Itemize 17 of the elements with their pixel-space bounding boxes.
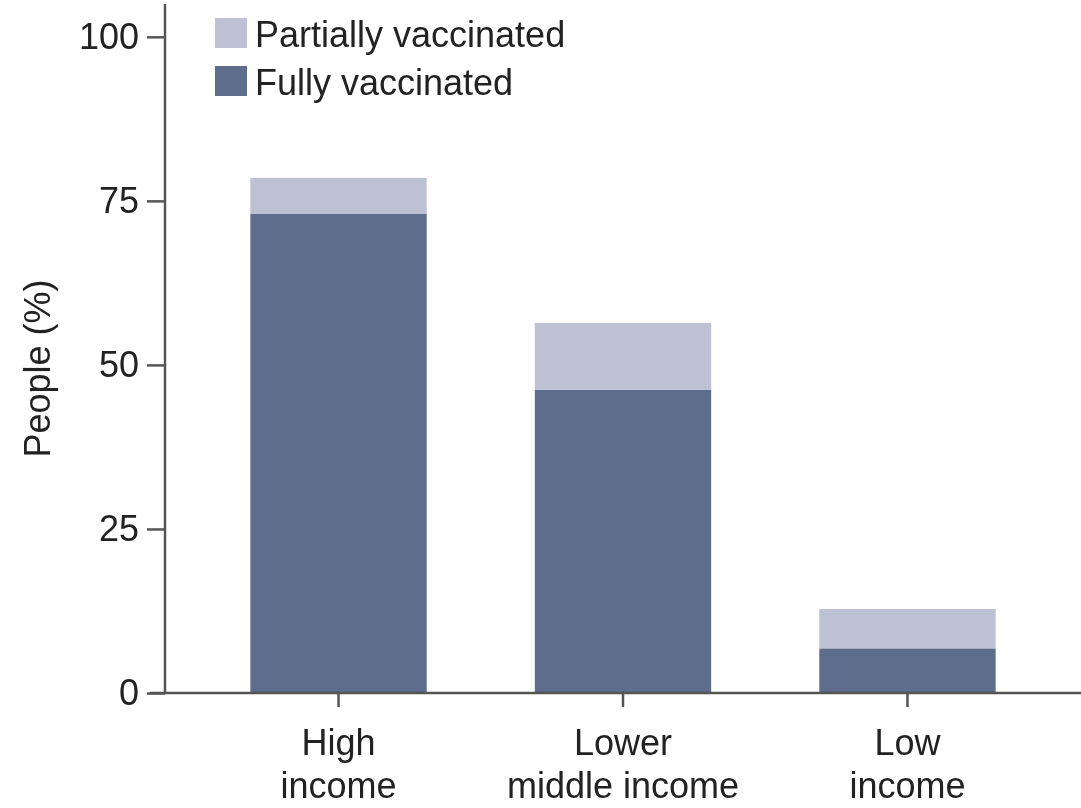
y-tick-label: 25 bbox=[98, 507, 139, 549]
bar bbox=[534, 322, 712, 390]
y-tick-label: 100 bbox=[78, 15, 139, 57]
y-tick-label: 50 bbox=[98, 343, 139, 385]
x-tick-label: High income bbox=[280, 722, 397, 806]
bar bbox=[534, 389, 712, 693]
bar bbox=[819, 648, 996, 693]
bar bbox=[250, 177, 427, 214]
legend-label: Fully vaccinated bbox=[255, 62, 514, 103]
bar bbox=[819, 609, 996, 649]
bar bbox=[250, 213, 427, 693]
y-axis-title: People (%) bbox=[17, 279, 58, 458]
y-tick-label: 75 bbox=[98, 179, 139, 221]
legend-label: Partially vaccinated bbox=[255, 14, 566, 55]
x-tick-label: Low income bbox=[849, 722, 966, 806]
y-tick-label: 0 bbox=[118, 672, 139, 714]
x-tick-label: Lower middle income bbox=[506, 722, 740, 806]
